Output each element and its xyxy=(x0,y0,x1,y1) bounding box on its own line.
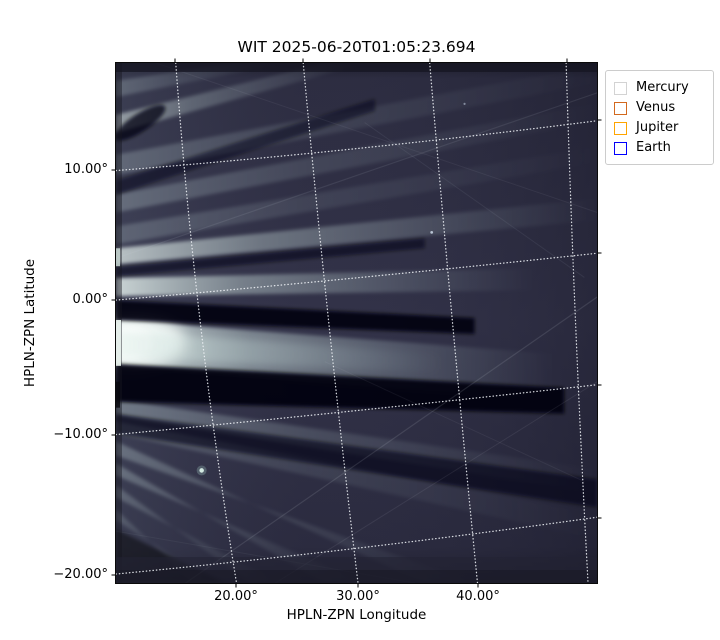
coordinate-graticule xyxy=(116,63,597,583)
planet-legend: Mercury Venus Jupiter Earth xyxy=(605,70,714,165)
earth-swatch-icon xyxy=(614,141,627,155)
legend-label-jupiter: Jupiter xyxy=(636,120,679,135)
y-tick-label-minus20: −20.00° xyxy=(53,567,108,582)
y-axis-label: HPLN-ZPN Latitude xyxy=(22,258,38,388)
right-axis-ticks xyxy=(598,119,602,519)
legend-label-mercury: Mercury xyxy=(636,80,689,95)
legend-label-venus: Venus xyxy=(636,100,676,115)
legend-row-venus: Venus xyxy=(614,98,705,118)
image-edge-strips xyxy=(116,63,597,583)
x-axis-label: HPLN-ZPN Longitude xyxy=(286,607,427,623)
legend-row-jupiter: Jupiter xyxy=(614,118,705,138)
y-tick-label-minus10: −10.00° xyxy=(53,427,108,442)
x-tick-label-20: 20.00° xyxy=(214,589,258,604)
graticule-longitude-50 xyxy=(565,63,589,583)
graticule-latitude-minus10 xyxy=(116,384,597,436)
star-points xyxy=(196,102,466,476)
x-tick-label-40: 40.00° xyxy=(456,589,500,604)
graticule-longitude-40 xyxy=(429,63,479,583)
plot-title: WIT 2025-06-20T01:05:23.694 xyxy=(237,38,476,56)
y-tick-label-10: 10.00° xyxy=(64,162,108,177)
star-dot xyxy=(430,230,434,234)
mercury-swatch-icon xyxy=(614,81,627,95)
graticule-longitude-30 xyxy=(302,63,359,583)
heliospheric-image xyxy=(116,63,597,583)
graticule-latitude-10 xyxy=(116,120,597,172)
star-dot xyxy=(463,102,466,105)
legend-row-mercury: Mercury xyxy=(614,78,705,98)
graticule-latitude-minus20 xyxy=(116,516,597,575)
jupiter-swatch-icon xyxy=(614,121,627,135)
bottom-axis-ticks xyxy=(235,584,479,588)
dark-lanes xyxy=(116,98,597,583)
brightest-streamer-core xyxy=(116,318,445,374)
bright-point xyxy=(199,468,204,473)
graticule-longitude-20 xyxy=(175,63,238,583)
y-tick-label-0: 0.00° xyxy=(72,292,108,307)
legend-label-earth: Earth xyxy=(636,140,671,155)
graticule-latitude-0 xyxy=(116,252,597,301)
venus-swatch-icon xyxy=(614,101,627,115)
x-tick-label-30: 30.00° xyxy=(336,589,380,604)
plot-area xyxy=(115,62,598,584)
legend-row-earth: Earth xyxy=(614,138,705,158)
